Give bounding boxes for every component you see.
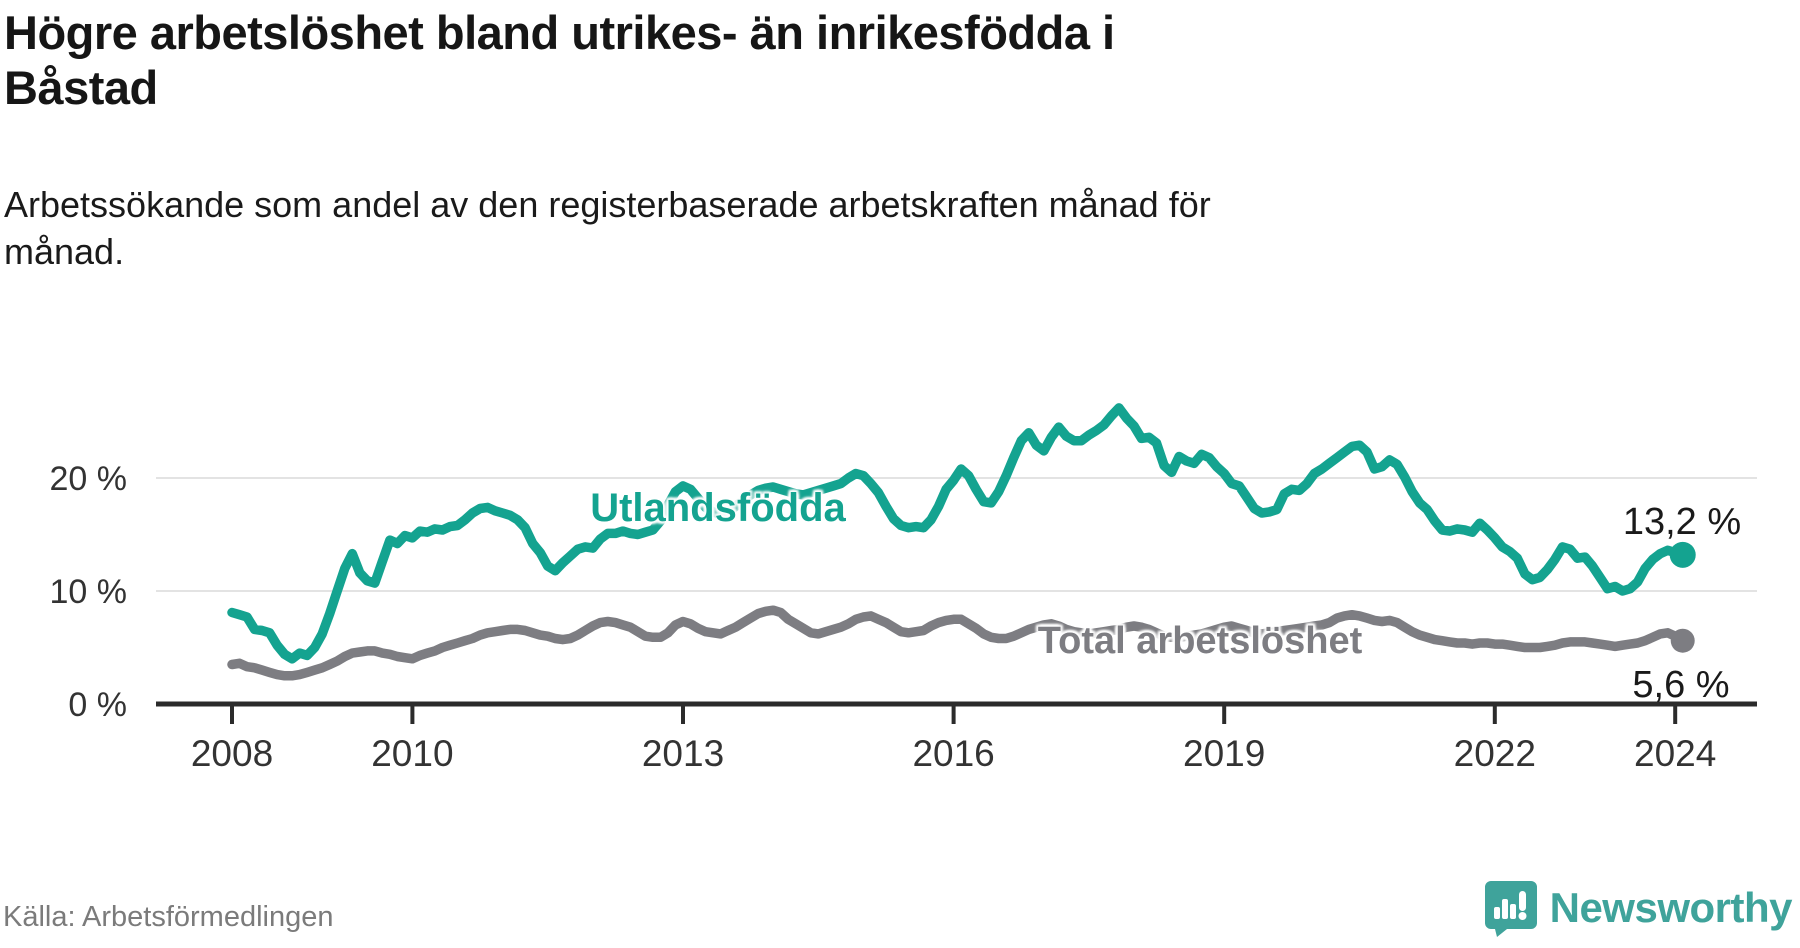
line-series-foreign-born [227,403,1688,664]
page-title: Högre arbetslöshet bland utrikes- än inr… [4,6,1544,116]
line-series-total [227,605,1688,681]
chart-subtitle-line-1: Arbetssökande som andel av den registerb… [4,184,1211,225]
end-dot-foreign-born [1669,541,1696,568]
y-axis-label: 10 % [50,573,128,611]
x-axis-label: 2008 [191,733,273,774]
chart-subtitle-line-2: månad. [4,230,125,272]
x-axis-label: 2010 [371,733,453,774]
newsworthy-logo-icon [1484,881,1537,937]
chart-subtitle: Arbetssökande som andel av den registerb… [4,182,1504,276]
x-axis-label: 2019 [1183,733,1265,774]
newsworthy-logo: Newsworthy [1484,876,1793,940]
source-credit: Källa: Arbetsförmedlingen [3,901,334,933]
end-value-label-total: 5,6 % [1632,664,1730,706]
x-axis-label: 2024 [1634,733,1716,774]
page-title-line-1: Högre arbetslöshet bland utrikes- än inr… [4,6,1115,59]
newsworthy-logo-text: Newsworthy [1549,884,1793,931]
y-axis-label: 0 % [68,686,127,724]
y-axis-label: 20 % [50,460,128,498]
end-value-label-foreign-born: 13,2 % [1622,501,1742,543]
x-axis-label: 2022 [1454,733,1536,774]
series-label-total: Total arbetslöshet [1037,620,1363,662]
end-dot-total [1670,628,1695,653]
page-title-line-2: Båstad [4,60,158,114]
x-axis-label: 2013 [642,733,724,774]
x-axis-label: 2016 [912,733,994,774]
series-label-foreign-born: Utlandsfödda [590,486,846,530]
